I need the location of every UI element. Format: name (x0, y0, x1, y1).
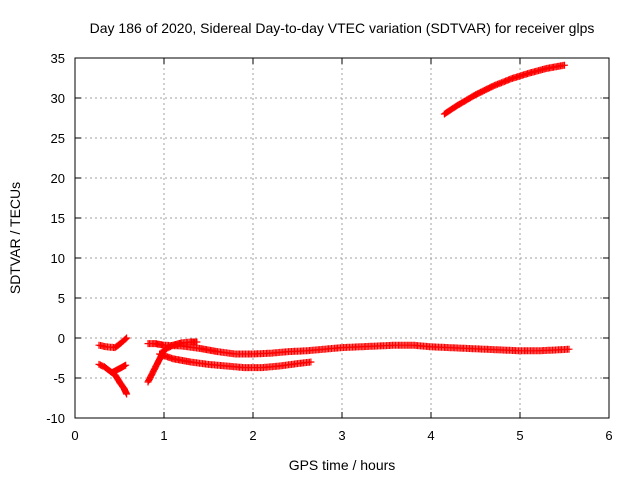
y-axis-label: SDTVAR / TECUs (7, 182, 23, 294)
x-tick-label: 1 (160, 428, 167, 443)
y-tick-label: 35 (51, 51, 65, 66)
y-tick-label: 10 (51, 251, 65, 266)
y-tick-label: 30 (51, 91, 65, 106)
x-axis-label: GPS time / hours (289, 457, 396, 473)
series-arc-a1 (95, 334, 131, 352)
x-tick-label: 6 (605, 428, 612, 443)
y-tick-label: -10 (46, 411, 65, 426)
series-arc-d (156, 350, 315, 372)
series-markers (156, 350, 315, 372)
series-arc-a3 (108, 361, 130, 376)
y-tick-label: 15 (51, 211, 65, 226)
x-tick-label: 3 (338, 428, 345, 443)
y-tick-label: 5 (58, 291, 65, 306)
grid-lines (75, 58, 609, 418)
axis-ticks: 0 1 2 3 4 5 6 -10 -5 0 5 10 15 20 25 30 35 (46, 51, 612, 443)
y-tick-label: 0 (58, 331, 65, 346)
x-tick-label: 4 (427, 428, 434, 443)
series-arc-e (440, 61, 568, 118)
series-markers (95, 334, 131, 352)
y-tick-label: 20 (51, 171, 65, 186)
x-tick-label: 5 (516, 428, 523, 443)
data-series (95, 61, 573, 398)
series-markers (440, 61, 568, 118)
series-arc-c (144, 340, 573, 358)
chart-title: Day 186 of 2020, Sidereal Day-to-day VTE… (90, 20, 595, 36)
series-markers (144, 340, 573, 358)
y-tick-label: -5 (53, 371, 65, 386)
x-tick-label: 0 (71, 428, 78, 443)
series-markers (108, 361, 130, 376)
y-tick-label: 25 (51, 131, 65, 146)
x-tick-label: 2 (249, 428, 256, 443)
